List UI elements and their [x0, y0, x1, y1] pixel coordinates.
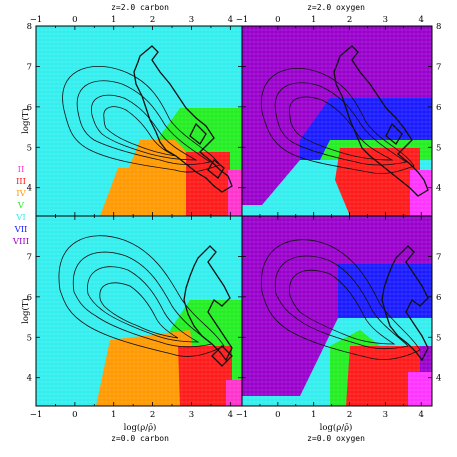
y-tick-label: 6 [27, 293, 32, 303]
y-tick-label: 8 [27, 22, 32, 32]
y-tick-label: 4 [27, 374, 32, 384]
x-tick-label: 2 [150, 15, 155, 25]
y-tick-label: 7 [27, 62, 32, 72]
y-tick-label: 4 [436, 184, 441, 194]
xlabel-right: log(ρ/ρ̄) [320, 422, 353, 433]
ylabel-top: log(T) [20, 108, 31, 134]
title-z2-oxygen: z=2.0 oxygen [307, 3, 365, 12]
x-tick-label: 1 [111, 410, 116, 420]
subtitle-z0-carbon: z=0.0 carbon [111, 434, 169, 443]
y-tick-label: 5 [436, 143, 441, 153]
x-tick-label: 2 [150, 410, 155, 420]
y-tick-label: 6 [436, 293, 441, 303]
y-tick-label: 8 [436, 22, 441, 32]
y-tick-label: 4 [27, 184, 32, 194]
title-z2-carbon: z=2.0 carbon [111, 3, 169, 12]
x-tick-label: −1 [236, 410, 249, 420]
x-tick-label: 4 [419, 410, 424, 420]
contours [260, 45, 429, 197]
panel-z0-carbon [36, 216, 242, 406]
tick-marks [35, 25, 432, 406]
panel-z0-oxygen [242, 216, 432, 406]
xlabel-left: log(ρ/ρ̄) [124, 422, 157, 433]
x-tick-label: 1 [311, 15, 316, 25]
x-tick-label: 2 [347, 15, 352, 25]
legend-item-III: III [16, 177, 26, 187]
ylabel-bottom: log(T) [20, 298, 31, 324]
legend-item-VI: VI [15, 213, 26, 223]
x-tick-label: 4 [228, 15, 233, 25]
x-tick-label: 0 [275, 410, 280, 420]
legend-item-VIII: VIII [12, 237, 29, 247]
y-tick-label: 7 [436, 62, 441, 72]
x-tick-label: 3 [383, 410, 388, 420]
x-tick-label: 1 [311, 410, 316, 420]
y-tick-label: 6 [27, 103, 32, 113]
y-tick-label: 4 [436, 374, 441, 384]
y-tick-label: 5 [27, 333, 32, 343]
x-tick-label: 0 [72, 15, 77, 25]
x-tick-label: −1 [236, 15, 249, 25]
x-tick-label: 4 [228, 410, 233, 420]
legend-item-II: II [18, 165, 25, 175]
x-tick-label: 4 [419, 15, 424, 25]
y-tick-label: 7 [436, 252, 441, 262]
x-tick-label: 1 [111, 15, 116, 25]
panel-z2-carbon [36, 26, 242, 216]
contours [260, 239, 429, 362]
y-tick-label: 5 [27, 143, 32, 153]
x-tick-label: 3 [189, 410, 194, 420]
y-tick-label: 7 [27, 252, 32, 262]
x-tick-label: −1 [30, 15, 43, 25]
x-tick-label: 0 [72, 410, 77, 420]
contours [62, 45, 233, 193]
y-tick-label: 6 [436, 103, 441, 113]
panel-z2-oxygen [242, 26, 432, 216]
contours [58, 235, 233, 367]
legend-item-VII: VII [14, 225, 28, 235]
legend-item-IV: IV [16, 189, 26, 199]
x-tick-label: 2 [347, 410, 352, 420]
x-tick-label: 0 [275, 15, 280, 25]
x-tick-label: −1 [30, 410, 43, 420]
y-tick-label: 5 [436, 333, 441, 343]
legend-item-V: V [17, 201, 25, 211]
x-tick-label: 3 [383, 15, 388, 25]
x-tick-label: 3 [189, 15, 194, 25]
subtitle-z0-oxygen: z=0.0 oxygen [307, 434, 365, 443]
